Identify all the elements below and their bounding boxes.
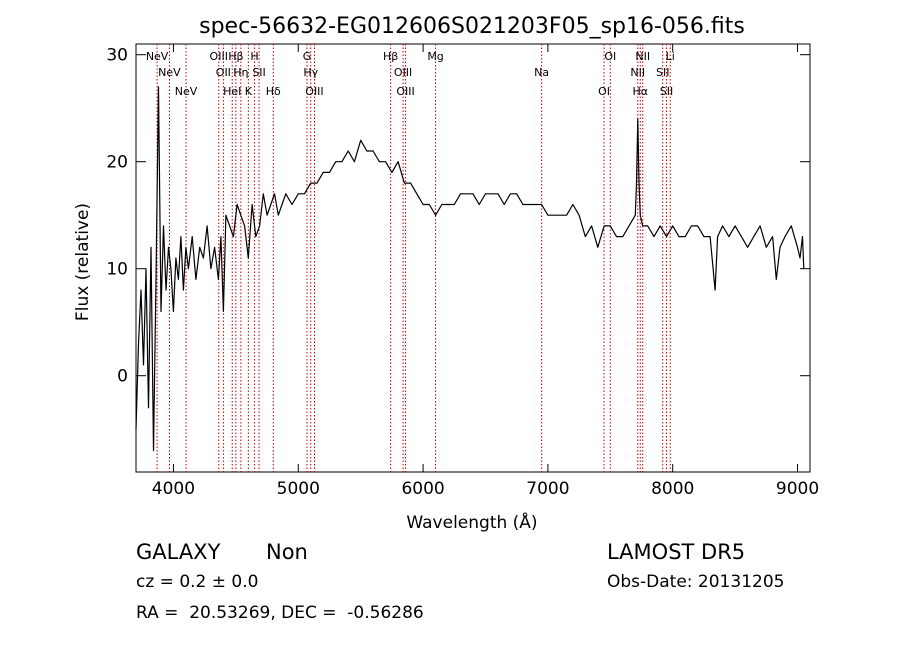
line-marker-label: OIII xyxy=(394,66,412,79)
line-marker-label: NeV xyxy=(175,85,198,98)
line-marker-label: NeV xyxy=(158,66,181,79)
x-tick-label: 9000 xyxy=(776,479,819,499)
y-tick-label: 0 xyxy=(117,367,128,387)
y-tick-label: 20 xyxy=(106,153,128,173)
line-marker-label: SII xyxy=(252,66,265,79)
line-marker-label: G xyxy=(303,50,312,63)
line-marker-labels: NeVNeVNeVOIIIOIIHeIHβHηKHSIIHδGHγOIIIHβO… xyxy=(146,50,675,98)
x-tick-label: 8000 xyxy=(651,479,694,499)
line-marker-label: Hδ xyxy=(266,85,281,98)
line-marker-label: SII xyxy=(656,66,669,79)
line-marker-label: Mg xyxy=(427,50,443,63)
line-marker-label: NeV xyxy=(146,50,169,63)
line-marker-label: Hβ xyxy=(383,50,398,63)
spectrum-series xyxy=(135,86,805,452)
line-marker-label: Hγ xyxy=(303,66,318,79)
line-marker-label: OIII xyxy=(396,85,414,98)
line-marker-label: OIII xyxy=(210,50,228,63)
line-marker-label: OIII xyxy=(305,85,323,98)
spectrum-line xyxy=(135,86,805,452)
coordinates: RA = 20.53269, DEC = -0.56286 xyxy=(136,603,424,623)
x-tick-label: 4000 xyxy=(152,479,195,499)
x-axis-label: Wavelength (Å) xyxy=(406,511,537,533)
object-subclass: Non xyxy=(266,540,308,564)
line-marker-label: Na xyxy=(534,66,549,79)
line-marker-label: H xyxy=(250,50,258,63)
line-marker-label: OI xyxy=(604,50,616,63)
y-axis-ticks: 0 10 20 30 xyxy=(106,46,810,387)
line-markers xyxy=(156,44,671,472)
x-axis-ticks: 4000 5000 6000 7000 8000 9000 xyxy=(152,44,819,499)
line-marker-label: HeI xyxy=(223,85,241,98)
y-axis-label: Flux (relative) xyxy=(73,203,93,321)
line-marker-label: Hβ xyxy=(228,50,243,63)
line-marker-label: SII xyxy=(660,85,673,98)
y-tick-label: 10 xyxy=(106,260,128,280)
plot-frame xyxy=(135,43,811,473)
line-marker-label: NII xyxy=(630,66,645,79)
line-marker-label: Hα xyxy=(632,85,648,98)
x-tick-label: 5000 xyxy=(277,479,320,499)
x-tick-label: 7000 xyxy=(526,479,569,499)
chart-title: spec-56632-EG012606S021203F05_sp16-056.f… xyxy=(199,14,745,39)
survey-name: LAMOST DR5 xyxy=(607,540,746,564)
observation-date: Obs-Date: 20131205 xyxy=(607,572,785,592)
object-class: GALAXY xyxy=(136,540,221,564)
y-tick-label: 30 xyxy=(106,46,128,66)
line-marker-label: OI xyxy=(598,85,610,98)
redshift-cz: cz = 0.2 ± 0.0 xyxy=(136,572,259,592)
x-tick-label: 6000 xyxy=(401,479,444,499)
line-marker-label: K xyxy=(245,85,253,98)
line-marker-label: Hη xyxy=(233,66,248,79)
line-marker-label: Li xyxy=(666,50,675,63)
line-marker-label: NII xyxy=(635,50,650,63)
line-marker-label: OII xyxy=(216,66,231,79)
